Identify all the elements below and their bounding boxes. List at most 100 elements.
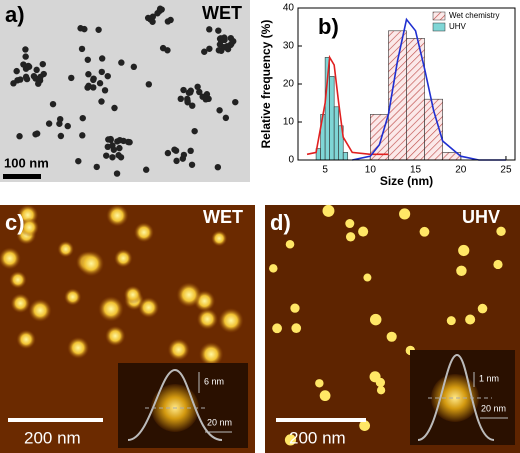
scale-label: 200 nm — [289, 428, 346, 447]
nanoparticle — [67, 336, 90, 359]
nanoparticle — [45, 120, 53, 127]
nanoparticle — [315, 379, 324, 388]
nanoparticle — [138, 297, 160, 318]
scale-bar — [276, 418, 366, 422]
nanoparticle — [194, 83, 201, 91]
nanoparticle — [189, 102, 196, 109]
nanoparticle — [22, 73, 30, 81]
nanoparticle — [284, 434, 297, 446]
nanoparticle — [13, 67, 20, 75]
nanoparticle — [477, 303, 488, 314]
nanoparticle — [116, 144, 123, 152]
nanoparticle — [49, 100, 57, 108]
nanoparticle — [456, 265, 467, 277]
panel-label: b) — [318, 14, 339, 39]
nanoparticle — [272, 323, 282, 334]
nanoparticle — [359, 420, 371, 432]
y-tick-label: 40 — [283, 3, 295, 14]
nanoparticle — [496, 226, 506, 236]
nanoparticle — [19, 217, 39, 237]
nanoparticle — [386, 331, 397, 342]
nanoparticle — [206, 26, 213, 33]
nanoparticle — [96, 80, 104, 87]
height-profile — [417, 353, 495, 441]
nanoparticle — [28, 298, 52, 322]
nanoparticle — [9, 271, 27, 289]
panel-c: c) WET 200 nm 6 nm 20 nm — [0, 204, 255, 453]
nanoparticle — [465, 314, 476, 325]
y-tick-label: 0 — [288, 155, 294, 166]
nanoparticle — [56, 115, 64, 123]
nanoparticle — [446, 316, 456, 326]
bar — [342, 152, 349, 161]
nanoparticle — [123, 285, 142, 304]
nanoparticle — [419, 226, 430, 237]
scale-bar — [8, 418, 103, 422]
nanoparticle — [198, 342, 224, 367]
nanoparticle — [111, 104, 118, 112]
nanoparticle — [120, 137, 127, 145]
nanoparticle — [187, 147, 194, 155]
x-tick-label: 25 — [500, 165, 512, 176]
nanoparticle — [16, 133, 23, 140]
nanoparticle — [68, 74, 75, 82]
nanoparticle — [114, 249, 133, 268]
nanoparticle — [10, 80, 17, 87]
height-profile — [127, 368, 223, 441]
inset-height: 6 nm — [204, 376, 224, 386]
nanoparticle — [285, 239, 295, 249]
fit-curve — [352, 17, 506, 161]
nanoparticle — [57, 240, 74, 258]
nanoparticle — [196, 308, 219, 330]
legend-label: Wet chemistry — [449, 11, 500, 20]
nanoparticle — [218, 307, 244, 334]
nanoparticle — [232, 98, 239, 106]
legend-swatch — [432, 11, 446, 21]
nanoparticle — [164, 18, 172, 25]
nanoparticle — [222, 114, 230, 122]
nanoparticle — [216, 107, 223, 114]
nanoparticle — [78, 250, 105, 277]
nanoparticle — [211, 230, 228, 247]
scale-label: 200 nm — [24, 428, 81, 447]
nanoparticle — [64, 122, 71, 130]
nanoparticle — [84, 84, 91, 91]
nanoparticle — [217, 37, 225, 44]
nanoparticle — [164, 149, 172, 157]
nanoparticle — [180, 86, 187, 94]
nanoparticle — [93, 163, 100, 171]
nanoparticle — [493, 259, 503, 270]
nanoparticle — [167, 338, 190, 361]
nanoparticle — [33, 130, 41, 137]
nanoparticle — [75, 157, 82, 165]
nanoparticle — [147, 16, 154, 23]
nanoparticle — [37, 73, 44, 81]
x-tick-label: 10 — [365, 165, 377, 176]
nanoparticle — [191, 127, 198, 135]
nanoparticle — [113, 170, 121, 177]
x-axis-label: Size (nm) — [380, 174, 433, 188]
nanoparticle — [358, 226, 369, 237]
nanoparticle — [0, 247, 21, 270]
nanoparticle — [95, 26, 102, 33]
nanoparticle — [176, 282, 202, 308]
nanoparticle — [291, 323, 302, 333]
nanoparticle — [35, 80, 42, 87]
panel-b: 0 10 20 30 40 5 10 15 20 25 Wet chemistry UHV b) Size… — [259, 3, 516, 188]
nanoparticle — [227, 41, 234, 49]
nanoparticle — [10, 293, 31, 314]
panel-a: a) WET 100 nm — [0, 0, 250, 182]
nanoparticle — [78, 45, 86, 53]
nanoparticle — [319, 390, 331, 402]
x-tick-label: 20 — [455, 165, 467, 176]
nanoparticle — [81, 25, 88, 33]
nanoparticle — [206, 45, 213, 52]
nanoparticle — [32, 75, 39, 82]
nanoparticle — [22, 53, 29, 60]
nanoparticle — [84, 56, 92, 63]
nanoparticle — [79, 132, 86, 139]
bar — [329, 76, 335, 161]
inset-width: 20 nm — [481, 403, 506, 413]
nanoparticle — [79, 114, 86, 122]
nanoparticle — [57, 132, 65, 140]
